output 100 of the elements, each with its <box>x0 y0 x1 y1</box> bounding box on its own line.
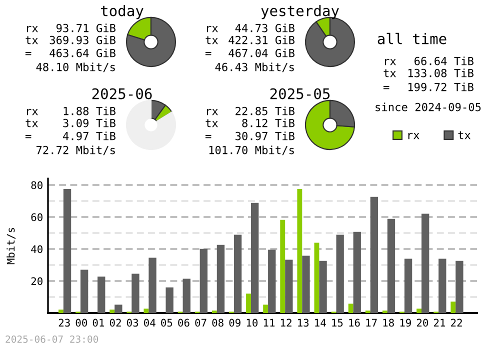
bar <box>182 278 190 313</box>
legend-label: tx <box>458 131 471 140</box>
y-tick-label: 80 <box>31 181 42 190</box>
bar <box>336 234 344 313</box>
bar <box>110 310 115 313</box>
text: 199.72 TiB <box>408 82 474 92</box>
donut-slice <box>126 100 176 150</box>
bar <box>404 258 412 313</box>
bar <box>216 244 225 313</box>
text: tx <box>26 36 38 44</box>
text: rx <box>26 108 38 116</box>
x-tick-label: 17 <box>366 318 377 327</box>
text: 133.08 TiB <box>408 68 474 78</box>
bar <box>80 270 88 313</box>
text: tx <box>206 119 218 128</box>
text: tx <box>206 36 218 44</box>
bar <box>297 189 302 313</box>
text: 1.88 TiB <box>64 106 116 116</box>
bar <box>387 218 396 313</box>
bar <box>416 308 422 313</box>
bar <box>285 260 293 313</box>
bar <box>348 304 354 313</box>
text: rx <box>206 26 218 32</box>
bar <box>58 310 64 313</box>
text: = <box>25 52 32 56</box>
text: tx <box>26 119 38 128</box>
bar <box>422 214 430 313</box>
chart-title: today <box>100 4 144 20</box>
x-tick-label: 13 <box>298 318 309 327</box>
text: 30.97 TiB <box>236 132 294 140</box>
legend-label: rx <box>408 132 420 140</box>
x-tick-label: 16 <box>349 318 360 327</box>
x-tick-label: 08 <box>212 318 224 327</box>
bar <box>456 260 464 313</box>
x-tick-label: 06 <box>178 318 190 327</box>
text: 369.93 GiB <box>50 36 116 44</box>
bar <box>450 302 456 313</box>
bar <box>166 287 174 313</box>
bar <box>319 260 327 313</box>
x-tick-label: 18 <box>383 318 394 327</box>
bar <box>280 220 286 313</box>
text: 422.31 GiB <box>228 36 294 44</box>
bar <box>353 232 361 313</box>
y-tick-label: 60 <box>31 213 42 222</box>
text: 93.71 GiB <box>56 24 116 32</box>
text: all time <box>378 32 446 44</box>
x-tick-label: 23 <box>58 318 70 327</box>
text: 46.43 Mbit/s <box>215 62 294 72</box>
text: 101.70 Mbit/s <box>209 146 294 156</box>
bar <box>263 304 268 313</box>
x-tick-label: 14 <box>315 318 326 327</box>
chart-title: 2025-06 <box>92 88 152 100</box>
bar <box>250 202 259 313</box>
text: 3.09 TiB <box>63 118 116 128</box>
x-tick-label: 00 <box>76 318 88 327</box>
chart-title: yesterday <box>261 4 339 20</box>
text: rx <box>206 108 218 116</box>
bar <box>370 196 378 313</box>
text: 72.72 Mbit/s <box>36 146 115 156</box>
text: since 2024-09-05 <box>376 102 481 112</box>
bar <box>302 256 310 313</box>
text: 8.12 TiB <box>242 118 294 128</box>
x-tick-label: 11 <box>264 318 275 327</box>
text: 2025-06-07 23:00 <box>6 335 98 343</box>
x-tick-label: 21 <box>434 318 446 327</box>
x-tick-label: 12 <box>281 318 292 327</box>
text: = <box>25 135 32 138</box>
x-tick-label: 19 <box>400 318 411 327</box>
bar <box>132 274 140 313</box>
text: rx <box>26 26 38 32</box>
text: 4.97 TiB <box>63 132 116 140</box>
x-tick-label: 07 <box>195 318 206 327</box>
y-axis-title: Mbit/s <box>6 228 16 264</box>
text: tx <box>384 69 396 78</box>
x-tick-label: 02 <box>110 318 121 327</box>
text: = <box>205 52 212 56</box>
x-tick-label: 22 <box>451 318 462 327</box>
bar <box>63 189 72 313</box>
bar <box>314 242 320 313</box>
text: = <box>383 86 390 90</box>
text: 48.10 Mbit/s <box>36 62 115 72</box>
x-tick-label: 10 <box>246 318 258 327</box>
text: 66.64 TiB <box>414 56 474 66</box>
x-tick-label: 04 <box>144 318 156 327</box>
bar <box>438 258 446 313</box>
x-tick-label: 05 <box>161 318 172 327</box>
text: 467.04 GiB <box>228 48 294 58</box>
text: 44.73 GiB <box>235 24 294 32</box>
bar <box>144 308 149 313</box>
bar <box>98 276 106 313</box>
x-tick-label: 01 <box>92 318 104 327</box>
bar <box>234 234 242 313</box>
text: 22.85 TiB <box>236 106 294 116</box>
x-tick-label: 09 <box>229 318 240 327</box>
chart-title: 2025-05 <box>270 88 330 100</box>
bar <box>114 304 122 313</box>
text: = <box>205 135 212 138</box>
bar <box>148 258 156 313</box>
bar <box>246 294 251 313</box>
y-tick-label: 20 <box>31 277 42 286</box>
